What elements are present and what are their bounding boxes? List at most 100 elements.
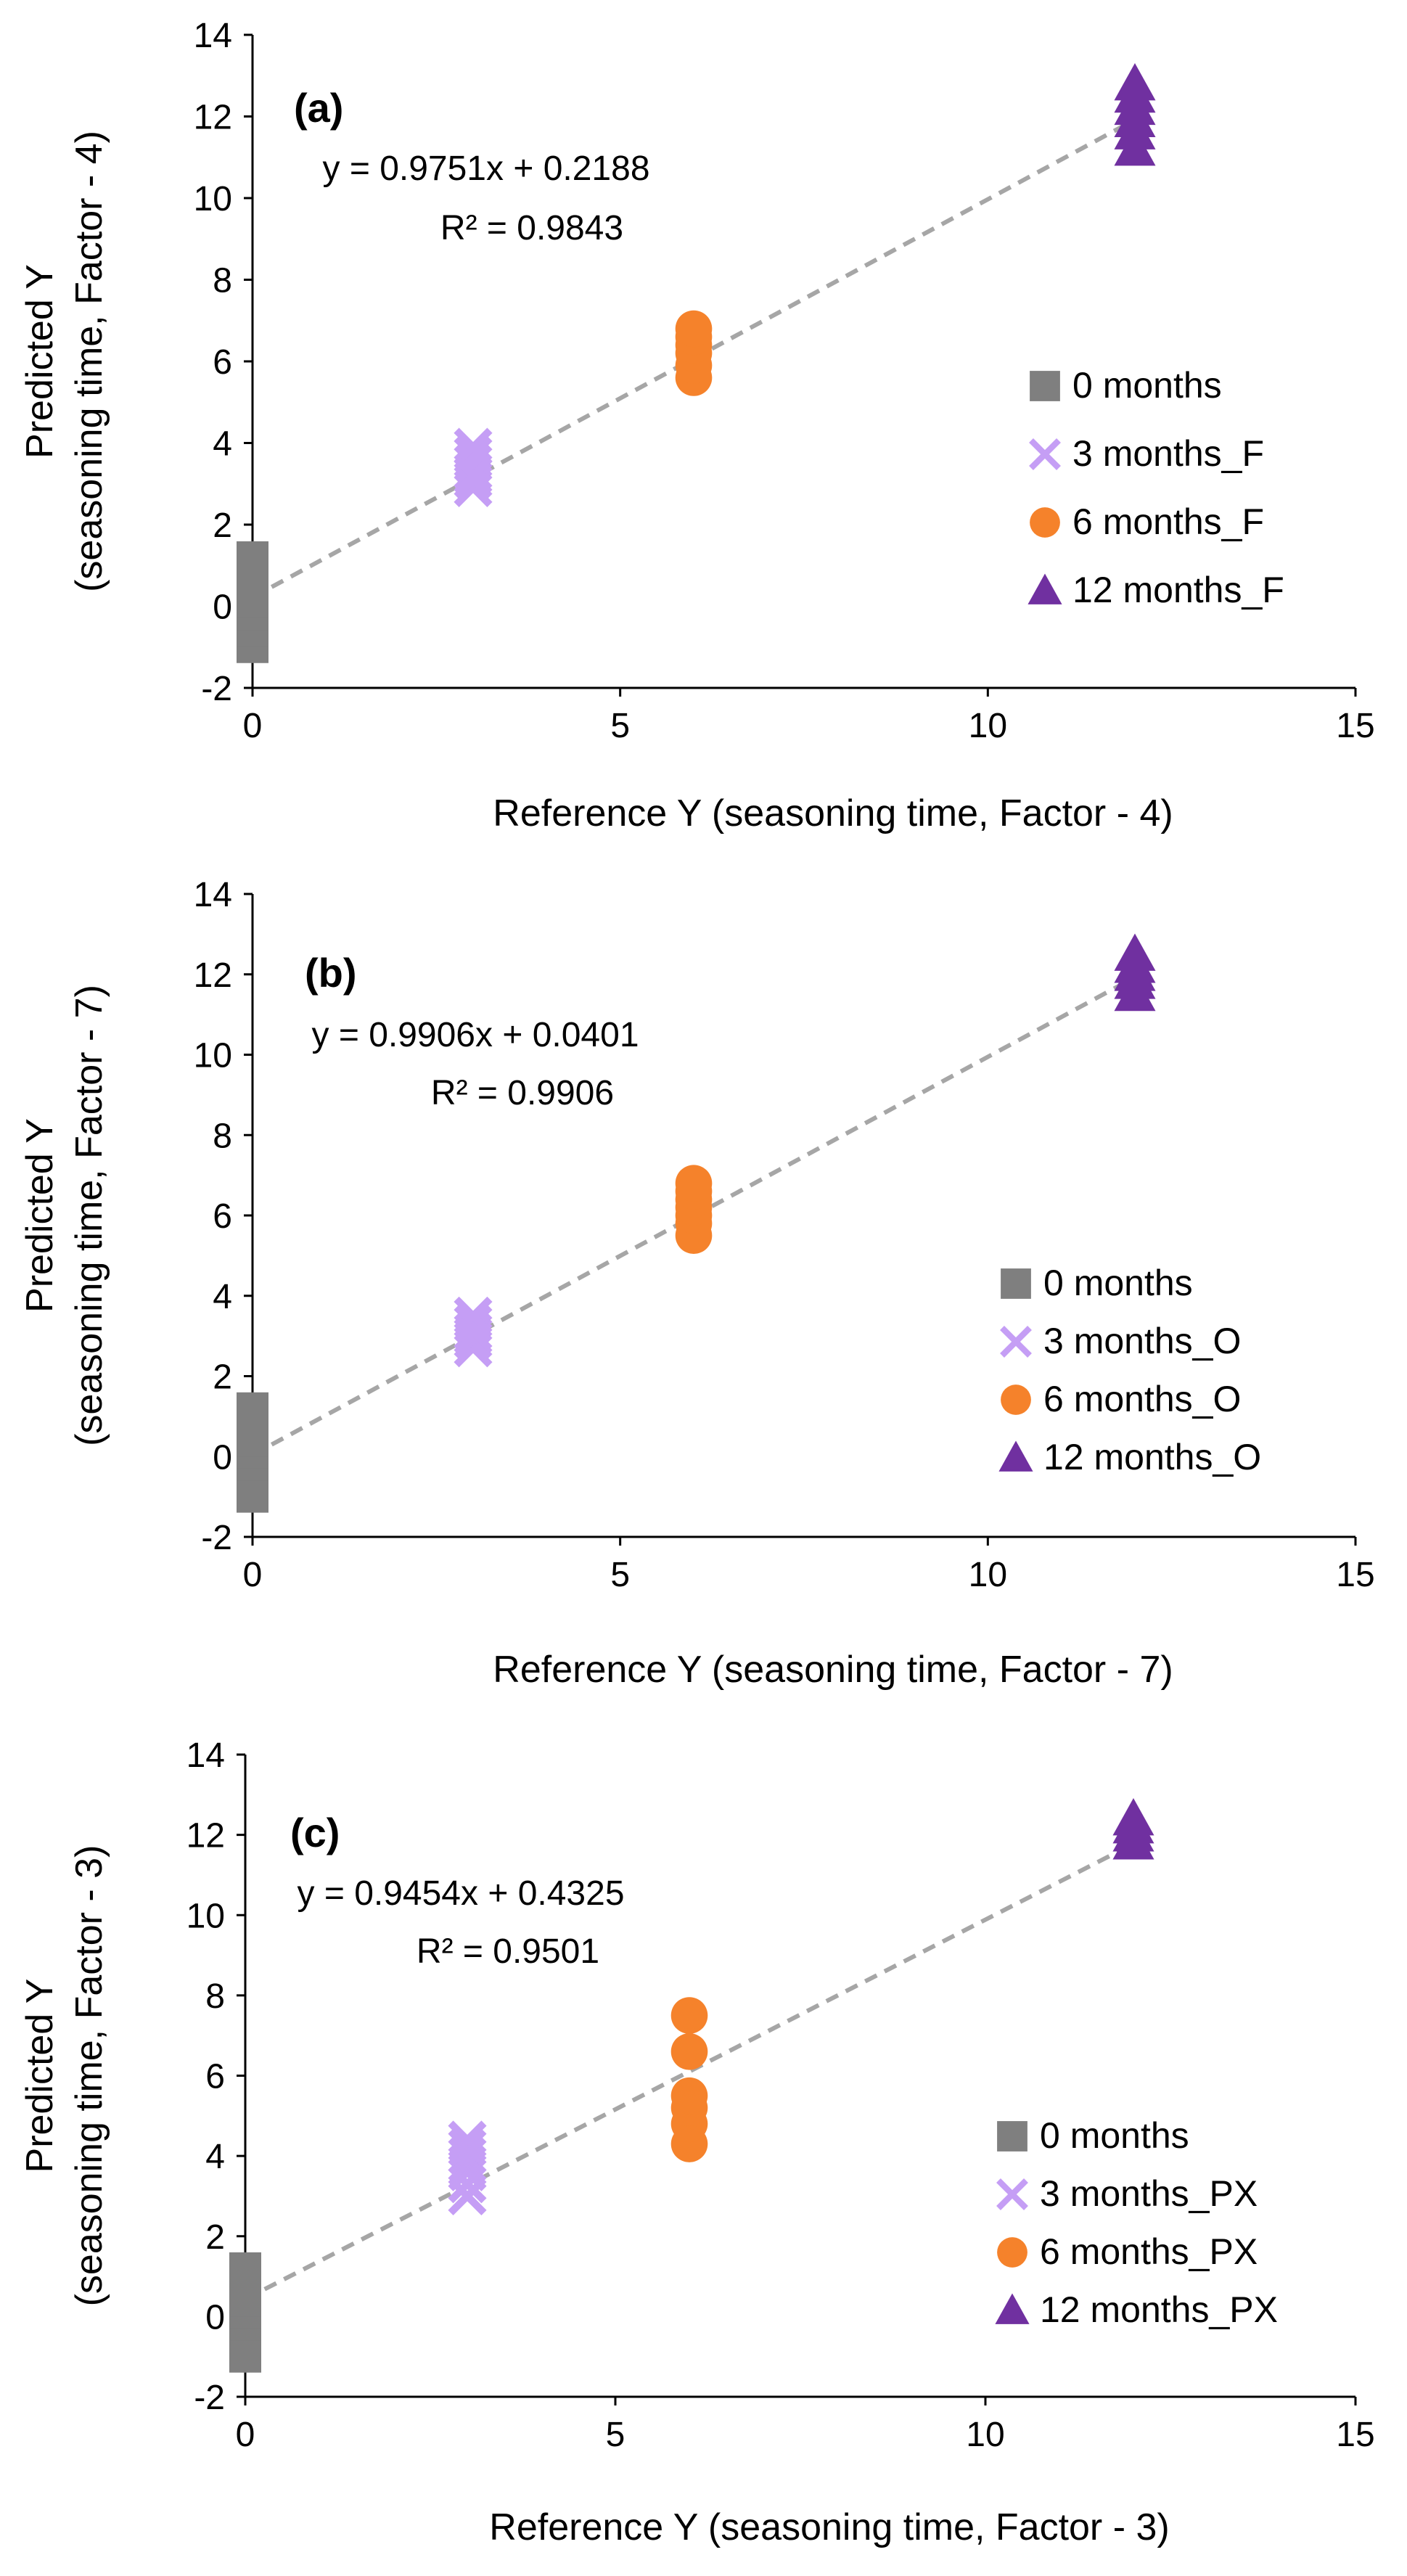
r-squared: R² = 0.9843 — [440, 209, 623, 247]
y-tick-label: 14 — [194, 876, 232, 914]
y-tick-label: 2 — [205, 2218, 225, 2257]
series-6-months-f — [675, 310, 713, 396]
r-squared: R² = 0.9501 — [417, 1932, 599, 1971]
x-axis-title: Reference Y (seasoning time, Factor - 3) — [489, 2506, 1169, 2548]
panel-label: (c) — [290, 1810, 340, 1855]
legend-label: 6 months_O — [1043, 1379, 1241, 1419]
y-tick-label: -2 — [201, 670, 232, 708]
legend-label: 0 months — [1043, 1263, 1193, 1303]
regression-equation: y = 0.9751x + 0.2188 — [322, 149, 649, 188]
legend-marker — [997, 2121, 1027, 2152]
legend-marker — [1001, 1385, 1031, 1415]
legend-label: 12 months_PX — [1040, 2289, 1278, 2330]
x-tick-label: 15 — [1336, 707, 1374, 745]
data-point — [454, 1304, 493, 1344]
x-tick-label: 5 — [606, 2416, 625, 2454]
y-tick-label: 0 — [213, 588, 232, 627]
data-point — [1112, 1797, 1154, 1836]
x-axis-title: Reference Y (seasoning time, Factor - 4) — [493, 792, 1173, 834]
x-tick-label: 5 — [610, 707, 630, 745]
chart-panel-3: -2 0 2 4 6 8 10 12 14 0 5 10 15 Reference Y (seasonin… — [19, 1736, 1375, 2548]
y-tick-label: 2 — [213, 506, 232, 545]
legend-label: 3 months_PX — [1040, 2173, 1258, 2214]
panel-label: (a) — [294, 85, 343, 131]
chart-panel-2: -2 0 2 4 6 8 10 12 14 0 5 10 15 Reference Y (seasonin… — [19, 876, 1375, 1691]
x-tick-label: 0 — [243, 1556, 263, 1594]
legend-marker — [1001, 1268, 1031, 1299]
x-tick-label: 5 — [610, 1556, 630, 1594]
panel-label: (b) — [305, 950, 357, 996]
legend-marker — [995, 2293, 1030, 2324]
y-tick-label: 12 — [194, 956, 232, 995]
y-tick-label: 8 — [213, 1117, 232, 1155]
legend-marker — [998, 1440, 1033, 1472]
data-point — [670, 2033, 708, 2070]
legend-label: 0 months — [1072, 365, 1222, 406]
regression-equation: y = 0.9906x + 0.0401 — [311, 1016, 639, 1054]
data-point — [675, 1165, 713, 1202]
y-tick-label: 6 — [213, 1197, 232, 1236]
x-tick-label: 15 — [1336, 1556, 1374, 1594]
data-point — [229, 2252, 261, 2284]
regression-equation: y = 0.9454x + 0.4325 — [297, 1874, 624, 1913]
y-tick-label: 10 — [194, 180, 232, 218]
y-tick-label: 4 — [213, 425, 232, 464]
data-point — [454, 444, 493, 483]
x-tick-label: 10 — [969, 707, 1007, 745]
y-tick-label: 12 — [186, 1817, 225, 1855]
x-tick-label: 0 — [243, 707, 263, 745]
y-tick-label: 10 — [186, 1897, 225, 1935]
legend-marker — [1030, 507, 1060, 538]
data-point — [454, 456, 493, 496]
data-point — [448, 2128, 487, 2167]
legend-marker — [1027, 573, 1062, 604]
legend-marker — [997, 2237, 1027, 2268]
data-point — [448, 2136, 487, 2175]
series-6-months-px — [670, 1997, 708, 2162]
legend: 0 months 3 months_PX 6 months_PX 12 months_… — [995, 2115, 1278, 2330]
series-0-months — [229, 2252, 261, 2373]
series-12-months-f — [1114, 62, 1156, 166]
series-0-months — [237, 1392, 268, 1513]
y-axis-title-line1: Predicted Y — [19, 1118, 61, 1313]
x-tick-label: 10 — [966, 2416, 1004, 2454]
data-point — [454, 427, 493, 467]
y-tick-label: 0 — [213, 1438, 232, 1477]
legend-label: 12 months_F — [1072, 570, 1284, 610]
y-tick-label: 4 — [213, 1278, 232, 1316]
y-axis-title-line2: (seasoning time, Factor - 4) — [68, 131, 110, 592]
y-tick-label: 8 — [213, 262, 232, 300]
x-axis-title: Reference Y (seasoning time, Factor - 7) — [493, 1649, 1173, 1691]
x-tick-label: 0 — [236, 2416, 255, 2454]
y-tick-label: 6 — [213, 343, 232, 382]
y-tick-label: 12 — [194, 99, 232, 137]
legend-marker — [996, 2178, 1028, 2210]
y-tick-label: -2 — [194, 2379, 225, 2417]
data-point — [454, 1296, 493, 1336]
legend-label: 0 months — [1040, 2115, 1189, 2156]
y-tick-label: 10 — [194, 1037, 232, 1075]
data-point — [1114, 933, 1156, 971]
y-tick-label: 4 — [205, 2138, 225, 2176]
x-tick-label: 10 — [969, 1556, 1007, 1594]
y-tick-label: 8 — [205, 1977, 225, 2016]
y-tick-label: 14 — [186, 1736, 225, 1775]
y-tick-label: 14 — [194, 17, 232, 55]
y-tick-label: 2 — [213, 1358, 232, 1397]
series-12-months-px — [1112, 1797, 1154, 1860]
data-point — [1114, 62, 1156, 101]
series-6-months-o — [675, 1165, 713, 1254]
y-axis-title-line1: Predicted Y — [19, 264, 61, 459]
series-3-months-o — [454, 1296, 493, 1368]
y-tick-label: 6 — [205, 2058, 225, 2096]
x-tick-label: 15 — [1336, 2416, 1374, 2454]
data-point — [670, 2077, 708, 2114]
data-point — [448, 2120, 487, 2159]
data-point — [670, 1997, 708, 2034]
legend-label: 3 months_F — [1072, 433, 1264, 474]
y-axis-title-line2: (seasoning time, Factor - 7) — [68, 985, 110, 1446]
series-0-months — [237, 541, 268, 663]
legend-label: 3 months_O — [1043, 1321, 1241, 1361]
